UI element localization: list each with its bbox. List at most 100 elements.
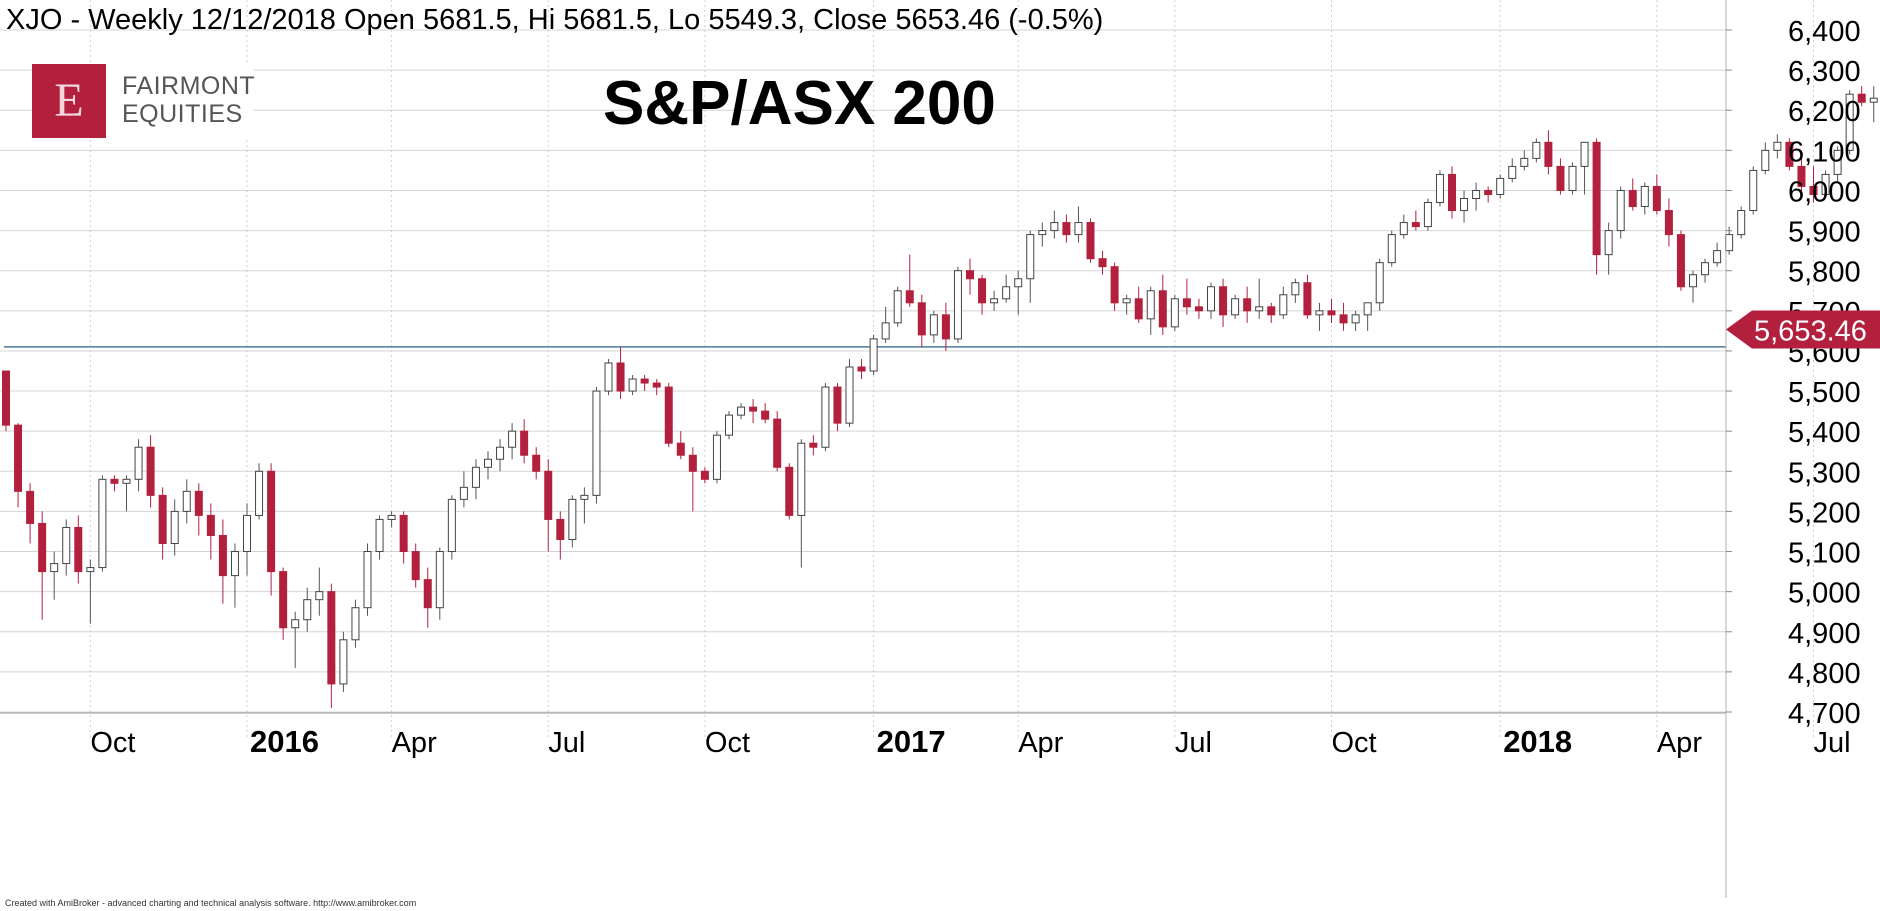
candle-body [1472,189,1481,199]
candle-body [797,442,806,516]
candle [532,447,541,480]
candle [1869,86,1878,123]
candle [953,266,962,343]
candle-body [62,526,71,565]
candle-body [941,314,950,340]
candle [1026,230,1035,303]
candle [339,631,348,692]
candle [1460,190,1469,223]
chart-title: S&P/ASX 200 [603,69,996,138]
candle [134,439,143,492]
candle-body [230,551,239,577]
candle [1399,214,1408,239]
candle-body [1544,141,1553,167]
candle-body [411,551,420,581]
candle-body [1315,310,1324,316]
x-tick-label: Jul [1175,727,1212,759]
candle [2,370,10,432]
candle-body [279,571,288,629]
candle-body [170,510,179,545]
candle [484,451,492,480]
candle [1520,150,1529,171]
candle [1014,270,1023,315]
candle [1146,286,1155,335]
candle-body [1496,177,1505,195]
candle-body [1026,234,1035,280]
grid [0,0,1814,740]
candle-body [1194,306,1203,312]
candle-body [1869,97,1878,103]
candle [1508,158,1517,183]
candle [1002,274,1011,303]
candle [978,274,987,315]
candle [315,567,324,616]
y-tick-label: 4,700 [1788,698,1861,730]
candle-body [182,490,191,512]
candle-body [761,410,770,420]
candle [725,411,733,440]
candle-body [14,424,23,492]
y-tick-label: 6,100 [1788,136,1861,168]
candle-body [134,446,143,480]
candle [1086,218,1095,263]
candle [592,387,601,504]
candle-body [1279,294,1288,316]
candle-body [664,386,673,444]
candle-body [1110,266,1119,304]
y-axis-ticks: 6,4006,3006,2006,1006,0005,9005,8005,700… [1726,16,1861,730]
candle-body [1701,262,1710,276]
candle [688,447,697,512]
candle-body [953,270,962,340]
footer-credit: Created with AmiBroker - advanced charti… [5,898,417,908]
candle-body [628,378,637,392]
y-tick-label: 6,000 [1788,176,1861,208]
candle [50,551,59,600]
candle [243,503,251,576]
x-axis-ticks: Oct2016AprJulOct2017AprJulOct2018AprJulO… [90,724,1850,759]
candle [496,439,505,472]
candle [1243,286,1252,323]
candle-body [676,442,685,456]
y-tick-label: 5,500 [1788,377,1861,409]
candle [821,383,830,452]
last-price-label: 5,653.46 [1754,315,1867,347]
candle [279,567,288,640]
candle-body [1086,222,1095,260]
candle-body [496,446,505,460]
candle-body [243,514,251,553]
candle-body [1773,141,1782,151]
candle [616,346,625,400]
candle-body [122,478,131,484]
candle-body [1435,173,1444,204]
candle-body [315,591,324,601]
candle [38,511,47,620]
candle [1375,258,1384,311]
candle-body [1411,222,1420,228]
x-tick-label: Apr [1018,727,1063,759]
candle-body [206,514,215,536]
candle-body [50,563,59,573]
candle-body [809,442,818,448]
candle [664,383,673,448]
candle [737,403,746,420]
candle [1809,166,1818,203]
candle [230,543,239,608]
candle-body [881,322,890,340]
candle [1628,178,1637,211]
candle [375,515,384,560]
candle [182,479,191,524]
candle [869,334,878,376]
candle [1122,294,1131,315]
candle-body [471,466,480,488]
candle-body [592,390,601,496]
candle-body [1062,222,1071,236]
y-tick-label: 5,100 [1788,538,1861,570]
candle-body [990,298,999,304]
candle [1207,282,1215,319]
candle [508,423,517,460]
candle-body [98,478,107,569]
candle-body [1158,290,1167,328]
candle [929,310,938,343]
candle-body [1568,165,1577,191]
